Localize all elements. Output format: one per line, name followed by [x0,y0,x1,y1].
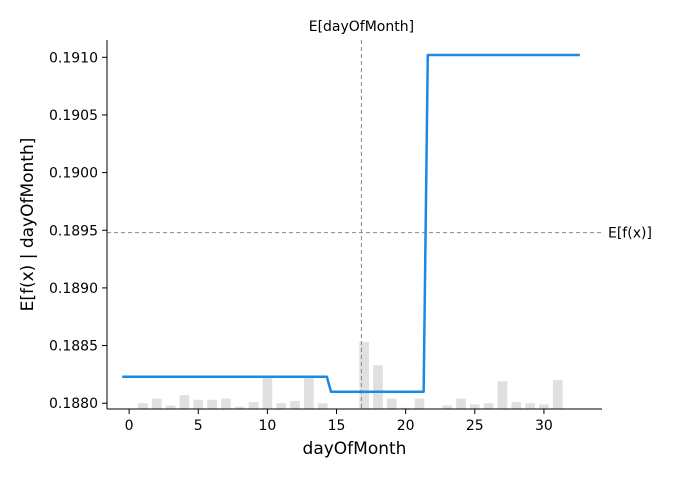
histogram-bar [248,402,259,409]
y-tick-label: 0.1880 [49,396,98,412]
histogram-bar [511,402,522,409]
x-tick-label: 5 [194,418,203,434]
x-axis-title: dayOfMonth [303,439,407,459]
expected-value-label: E[f(x)] [608,226,652,242]
x-tick-label: 15 [328,418,346,434]
feature-mean-label: E[dayOfMonth] [309,19,414,35]
histogram-bar [138,403,148,409]
histogram-bar [151,398,162,409]
histogram-bar [276,403,287,409]
x-tick-label: 0 [125,418,134,434]
histogram-bar [386,398,397,409]
histogram-bar [290,400,300,409]
x-ticks: 0 5 10 15 20 25 30 [125,409,553,434]
histogram-bar [221,398,231,409]
histogram-bar [207,399,217,409]
histogram-bar [359,342,370,409]
y-tick-label: 0.1895 [49,223,98,239]
histogram-bar [179,395,190,409]
histogram-bar [234,406,245,409]
histogram-layer [138,342,563,409]
y-tick-label: 0.1910 [49,50,98,66]
y-tick-label: 0.1890 [49,281,98,297]
histogram-bar [400,407,411,409]
x-tick-label: 10 [258,418,276,434]
y-axis-title: E[f(x) | dayOfMonth] [18,138,38,312]
histogram-bar [304,376,314,409]
histogram-bar [469,404,480,409]
histogram-bar [317,403,328,409]
histogram-bar [165,405,176,409]
histogram-bar [525,403,535,409]
histogram-bar [539,404,549,409]
x-tick-label: 20 [397,418,415,434]
y-tick-label: 0.1900 [49,166,98,182]
y-tick-label: 0.1905 [49,108,98,124]
x-tick-label: 25 [466,418,484,434]
histogram-bar [262,376,273,409]
histogram-bar [193,399,204,409]
histogram-bar [456,398,466,409]
histogram-bar [442,405,452,409]
histogram-bar [414,398,425,409]
histogram-bar [373,365,383,409]
y-ticks: 0.1880 0.1885 0.1890 0.1895 0.1900 0.1905 0.19… [49,50,107,412]
histogram-bar [497,381,508,409]
histogram-bar [483,403,494,409]
y-tick-label: 0.1885 [49,339,98,355]
histogram-bar [552,380,563,409]
x-tick-label: 30 [535,418,553,434]
series-line [122,53,580,393]
